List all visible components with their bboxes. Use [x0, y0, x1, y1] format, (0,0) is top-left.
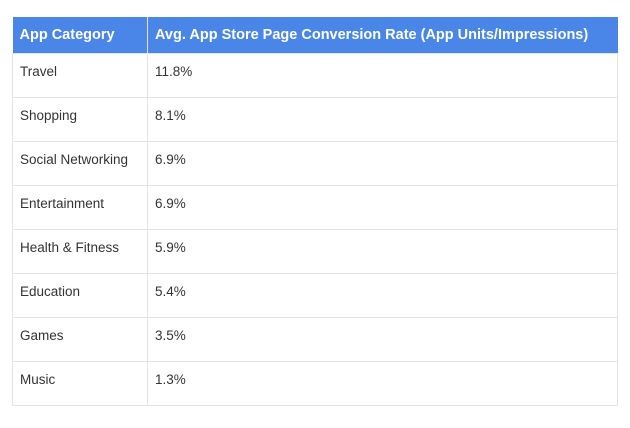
column-header-category: App Category [12, 17, 148, 53]
category-label: Entertainment [20, 195, 105, 211]
conversion-rate-table-container: App Category Avg. App Store Page Convers… [12, 17, 618, 406]
conversion-rate-cell: 5.4% [147, 272, 618, 318]
conversion-rate-value: 8.1% [155, 107, 186, 123]
category-cell: Education [12, 272, 148, 318]
category-cell: Social Networking [12, 140, 148, 186]
category-label: Social Networking [20, 151, 129, 167]
conversion-rate-value: 6.9% [155, 195, 186, 211]
table-row: Education 5.4% [12, 272, 618, 318]
category-label: Shopping [20, 107, 78, 123]
category-label: Health & Fitness [20, 239, 120, 255]
conversion-rate-cell: 6.9% [147, 140, 618, 186]
category-cell: Music [12, 360, 148, 406]
table-row: Travel 11.8% [12, 52, 618, 98]
table-row: Shopping 8.1% [12, 96, 618, 142]
category-cell: Shopping [12, 96, 148, 142]
table-row: Entertainment 6.9% [12, 184, 618, 230]
category-cell: Travel [12, 52, 148, 98]
conversion-rate-value: 11.8% [155, 63, 193, 79]
category-label: Music [20, 371, 56, 387]
conversion-rate-cell: 8.1% [147, 96, 618, 142]
conversion-rate-value: 3.5% [155, 327, 186, 343]
category-cell: Games [12, 316, 148, 362]
table-row: Games 3.5% [12, 316, 618, 362]
conversion-rate-value: 5.4% [155, 283, 186, 299]
category-label: Travel [20, 63, 58, 79]
conversion-rate-cell: 3.5% [147, 316, 618, 362]
conversion-rate-value: 1.3% [155, 371, 186, 387]
category-label: Games [20, 327, 64, 343]
category-cell: Health & Fitness [12, 228, 148, 274]
conversion-rate-cell: 11.8% [147, 52, 618, 98]
conversion-rate-value: 6.9% [155, 151, 186, 167]
table-body: Travel 11.8% Shopping 8.1% Social Networking… [12, 52, 618, 406]
conversion-rate-cell: 6.9% [147, 184, 618, 230]
table-header: App Category Avg. App Store Page Convers… [12, 17, 618, 53]
conversion-rate-table: App Category Avg. App Store Page Convers… [12, 17, 618, 406]
header-row: App Category Avg. App Store Page Convers… [12, 17, 618, 53]
conversion-rate-cell: 5.9% [147, 228, 618, 274]
table-row: Social Networking 6.9% [12, 140, 618, 186]
conversion-rate-value: 5.9% [155, 239, 186, 255]
column-header-conversion-rate: Avg. App Store Page Conversion Rate (App… [147, 17, 618, 53]
table-row: Health & Fitness 5.9% [12, 228, 618, 274]
category-label: Education [20, 283, 81, 299]
conversion-rate-cell: 1.3% [147, 360, 618, 406]
category-cell: Entertainment [12, 184, 148, 230]
table-row: Music 1.3% [12, 360, 618, 406]
